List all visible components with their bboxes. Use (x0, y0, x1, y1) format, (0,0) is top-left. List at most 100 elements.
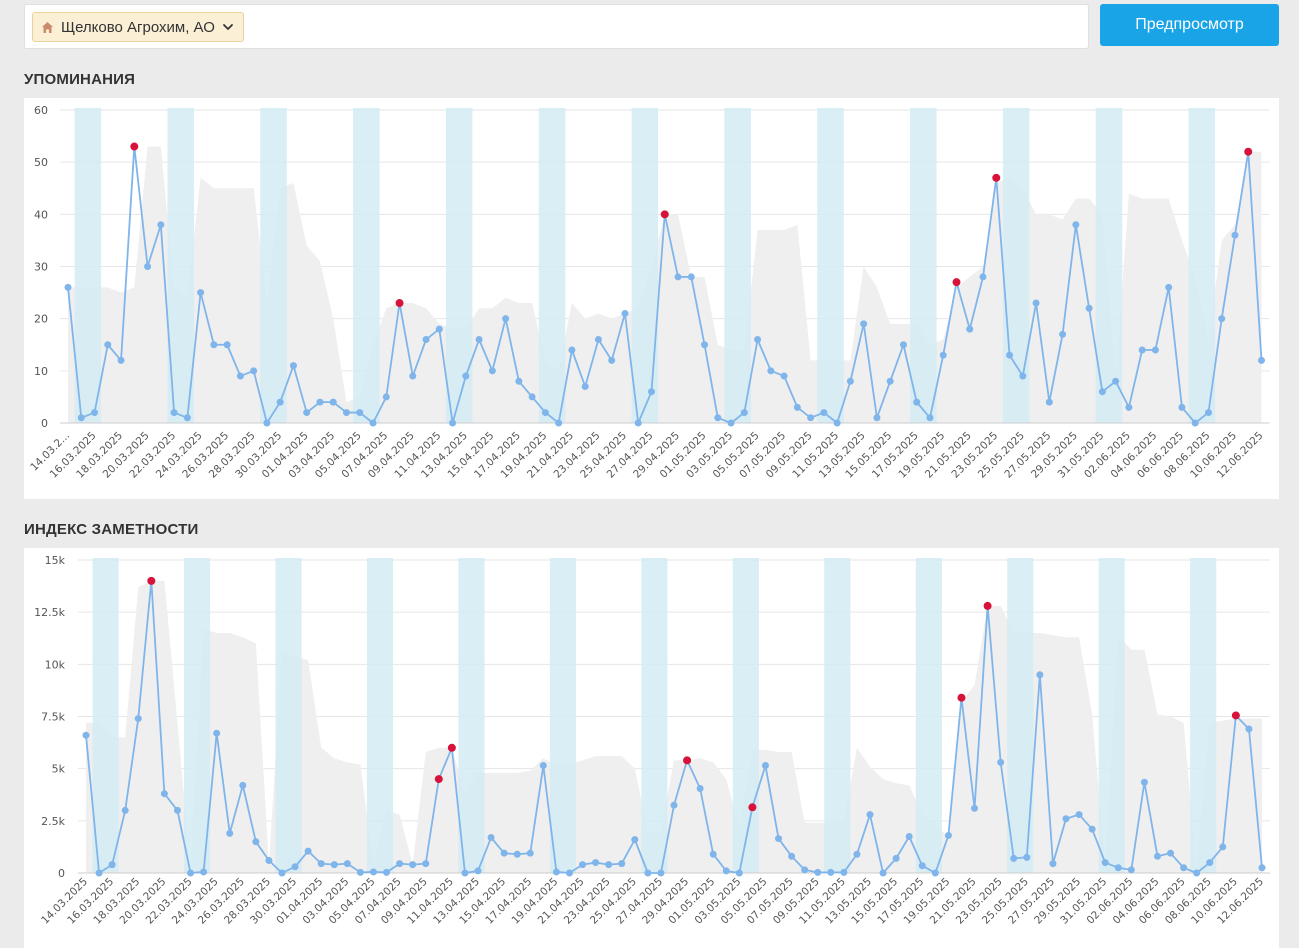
data-point[interactable] (475, 336, 483, 344)
data-point[interactable] (631, 836, 639, 844)
data-point[interactable] (767, 367, 775, 375)
data-point[interactable] (487, 834, 495, 842)
data-point[interactable] (104, 341, 112, 349)
data-point[interactable] (82, 731, 90, 739)
peak-data-point[interactable] (395, 299, 404, 308)
data-point[interactable] (317, 860, 325, 868)
data-point[interactable] (1204, 409, 1212, 417)
data-point[interactable] (860, 320, 868, 328)
data-point[interactable] (502, 315, 510, 323)
data-point[interactable] (449, 419, 457, 427)
data-point[interactable] (278, 869, 286, 877)
data-point[interactable] (461, 869, 469, 877)
data-point[interactable] (827, 868, 835, 876)
chevron-down-icon[interactable] (222, 21, 234, 33)
data-point[interactable] (304, 847, 312, 855)
data-point[interactable] (329, 398, 337, 406)
data-point[interactable] (183, 414, 191, 422)
data-point[interactable] (488, 367, 496, 375)
data-point[interactable] (565, 869, 573, 877)
data-point[interactable] (696, 784, 704, 792)
data-point[interactable] (396, 860, 404, 868)
data-point[interactable] (727, 419, 735, 427)
data-point[interactable] (1178, 403, 1186, 411)
data-point[interactable] (1036, 671, 1044, 679)
data-point[interactable] (316, 398, 324, 406)
data-point[interactable] (905, 832, 913, 840)
data-point[interactable] (722, 867, 730, 875)
data-point[interactable] (1010, 854, 1018, 862)
data-point[interactable] (382, 393, 390, 401)
data-point[interactable] (1153, 852, 1161, 860)
data-point[interactable] (250, 367, 258, 375)
data-point[interactable] (944, 831, 952, 839)
data-point[interactable] (1085, 304, 1093, 312)
data-point[interactable] (674, 273, 682, 281)
data-point[interactable] (210, 341, 218, 349)
data-point[interactable] (833, 419, 841, 427)
peak-data-point[interactable] (957, 693, 966, 702)
data-point[interactable] (1088, 825, 1096, 833)
peak-data-point[interactable] (660, 210, 669, 219)
data-point[interactable] (754, 336, 762, 344)
data-point[interactable] (1140, 778, 1148, 786)
data-point[interactable] (77, 414, 85, 422)
data-point[interactable] (814, 868, 822, 876)
data-point[interactable] (634, 419, 642, 427)
data-point[interactable] (1032, 299, 1040, 307)
data-point[interactable] (1062, 815, 1070, 823)
data-point[interactable] (1206, 859, 1214, 867)
data-point[interactable] (1019, 372, 1027, 380)
data-point[interactable] (840, 868, 848, 876)
data-point[interactable] (1138, 346, 1146, 354)
peak-data-point[interactable] (1244, 147, 1253, 156)
data-point[interactable] (657, 869, 665, 877)
data-point[interactable] (913, 398, 921, 406)
data-point[interactable] (714, 414, 722, 422)
data-point[interactable] (409, 372, 417, 380)
data-point[interactable] (670, 801, 678, 809)
data-point[interactable] (1059, 330, 1067, 338)
company-selector[interactable]: Щелково Агрохим, АО (32, 12, 244, 42)
data-point[interactable] (788, 852, 796, 860)
data-point[interactable] (226, 829, 234, 837)
peak-data-point[interactable] (952, 278, 961, 287)
data-point[interactable] (1127, 866, 1135, 874)
data-point[interactable] (647, 388, 655, 396)
data-point[interactable] (91, 409, 99, 417)
data-point[interactable] (356, 409, 364, 417)
data-point[interactable] (526, 849, 534, 857)
data-point[interactable] (801, 866, 809, 874)
data-point[interactable] (761, 762, 769, 770)
data-point[interactable] (555, 419, 563, 427)
data-point[interactable] (735, 869, 743, 877)
data-point[interactable] (740, 409, 748, 417)
data-point[interactable] (886, 377, 894, 385)
data-point[interactable] (780, 372, 788, 380)
data-point[interactable] (422, 860, 430, 868)
data-point[interactable] (568, 346, 576, 354)
data-point[interactable] (252, 838, 260, 846)
data-point[interactable] (263, 419, 271, 427)
data-point[interactable] (187, 869, 195, 877)
data-point[interactable] (515, 377, 523, 385)
data-point[interactable] (303, 409, 311, 417)
data-point[interactable] (462, 372, 470, 380)
data-point[interactable] (873, 414, 881, 422)
data-point[interactable] (160, 790, 168, 798)
data-point[interactable] (846, 377, 854, 385)
data-point[interactable] (1231, 231, 1239, 239)
data-point[interactable] (64, 283, 72, 291)
data-point[interactable] (879, 869, 887, 877)
data-point[interactable] (709, 850, 717, 858)
data-point[interactable] (330, 861, 338, 869)
data-point[interactable] (1006, 351, 1014, 359)
data-point[interactable] (1151, 346, 1159, 354)
peak-data-point[interactable] (434, 775, 443, 784)
data-point[interactable] (369, 868, 377, 876)
data-point[interactable] (134, 715, 142, 723)
data-point[interactable] (500, 849, 508, 857)
data-point[interactable] (1191, 419, 1199, 427)
data-point[interactable] (899, 341, 907, 349)
data-point[interactable] (422, 336, 430, 344)
